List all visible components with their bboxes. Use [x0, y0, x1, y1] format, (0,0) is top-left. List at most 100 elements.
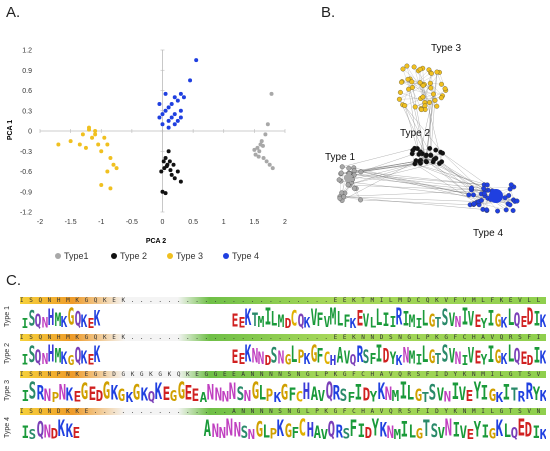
logo-letter: G	[428, 311, 436, 332]
logo-letter: E	[72, 424, 81, 443]
pca-point	[172, 95, 177, 100]
logo-letter: I	[382, 309, 390, 332]
logo-letter: K	[140, 385, 148, 406]
logo-letter: L	[258, 382, 267, 406]
logo-letter: S	[28, 307, 35, 332]
network-edge	[412, 150, 434, 163]
network-group-label: Type 2	[400, 128, 430, 139]
x-tick-label: 2	[283, 219, 287, 226]
logo-letter: E	[184, 382, 193, 406]
legend-label: Type 2	[120, 251, 147, 261]
logo-letter: E	[238, 315, 245, 332]
x-tick-label: -0.5	[126, 219, 138, 226]
pca-point	[56, 142, 61, 147]
logo-letter: V	[459, 423, 467, 443]
x-tick-label: 0	[161, 219, 165, 226]
pca-point	[169, 115, 174, 120]
logo-letter: Q	[325, 380, 333, 405]
pca-point	[114, 166, 119, 171]
logo-letter: M	[54, 309, 62, 332]
logo-letter: C	[290, 307, 298, 332]
y-tick-label: 0.3	[22, 108, 32, 115]
logo-letter: L	[369, 315, 377, 332]
logo-letters: ISQNHMKGQKEK EEKTMILMDCQKVFVMLFKEVLLIIRI…	[20, 306, 546, 332]
pca-legend: Type1 Type 2 Type 3 Type 4	[55, 251, 259, 261]
logo-letter: K	[80, 312, 88, 332]
logo-letter	[186, 310, 189, 332]
logo-letter: L	[507, 306, 514, 331]
logo-letter: V	[436, 385, 444, 406]
logo-letter: G	[494, 346, 501, 369]
panel-label-a: A.	[6, 4, 21, 21]
network-edge	[343, 196, 483, 210]
pca-point	[87, 127, 91, 132]
network-node	[470, 192, 476, 198]
logo-letter: N	[211, 420, 219, 443]
logo-letter	[159, 307, 162, 332]
logo-letter	[218, 352, 221, 369]
logo-letter: V	[323, 313, 331, 332]
logo-letter: G	[251, 380, 259, 405]
network-edge	[402, 89, 409, 105]
logo-row-name: Type 3	[4, 379, 11, 401]
logo-letter: K	[379, 419, 387, 443]
logo-letter: Y	[369, 389, 378, 406]
logo-letter	[127, 350, 130, 370]
logo-letters: ISQNHMKGQKEK EEKNNDSNGLPKGFCHAVQRSFIDYKN…	[20, 343, 546, 369]
network-edge	[360, 199, 471, 206]
network-edge	[439, 72, 446, 89]
network-edge	[411, 81, 427, 162]
x-tick-label: -1.5	[65, 219, 77, 226]
network-edge	[399, 99, 443, 154]
logo-letter: I	[21, 352, 29, 369]
logo-letter: K	[65, 420, 73, 443]
y-tick-label: 0	[28, 129, 32, 136]
y-tick-label: 0.9	[22, 68, 32, 75]
network-node	[351, 168, 357, 174]
consensus-strip: I S Q N H M K G Q K E K . . . . . . . . …	[20, 334, 546, 341]
network-group-label: Type 3	[431, 43, 461, 54]
logo-letter: I	[487, 307, 495, 332]
logo-letter: K	[395, 353, 403, 369]
logo-letter: R	[395, 306, 403, 331]
logo-letter: Q	[513, 309, 521, 332]
logo-letter: M	[277, 312, 285, 332]
pca-point	[168, 168, 173, 173]
pca-point	[157, 115, 162, 120]
pca-point	[167, 159, 172, 164]
logo-letter: G	[415, 426, 424, 443]
network-edge	[415, 90, 446, 108]
logo-letter: K	[303, 315, 311, 332]
logo-letter: E	[465, 387, 474, 406]
y-tick-label: -0.6	[20, 169, 32, 176]
network-node	[416, 158, 422, 164]
logo-letter	[199, 306, 202, 332]
logo-letter: D	[284, 316, 291, 332]
pca-point	[93, 129, 98, 133]
logo-letter	[120, 310, 123, 332]
network-node	[405, 76, 411, 82]
logo-letter	[173, 351, 176, 369]
network-edge	[412, 72, 440, 88]
logo-letter: M	[257, 313, 265, 332]
network-edge	[341, 172, 484, 189]
network-node	[439, 159, 445, 165]
logo-letter	[87, 420, 91, 443]
network-node	[341, 194, 347, 200]
logo-letter: L	[336, 308, 344, 332]
pca-point	[99, 183, 104, 187]
pca-point	[163, 91, 168, 96]
network-node	[514, 198, 520, 204]
logo-letter: L	[408, 422, 416, 443]
network-edge	[401, 82, 434, 95]
network-node	[484, 182, 490, 188]
logo-letter	[107, 351, 110, 369]
network-node	[438, 149, 444, 155]
pca-point	[181, 95, 186, 100]
network-node	[434, 103, 440, 109]
logo-letter	[113, 306, 116, 332]
network-edge	[349, 173, 485, 186]
panel-label-b: B.	[321, 4, 336, 21]
network-node	[420, 94, 426, 100]
logo-letter: G	[488, 426, 497, 443]
